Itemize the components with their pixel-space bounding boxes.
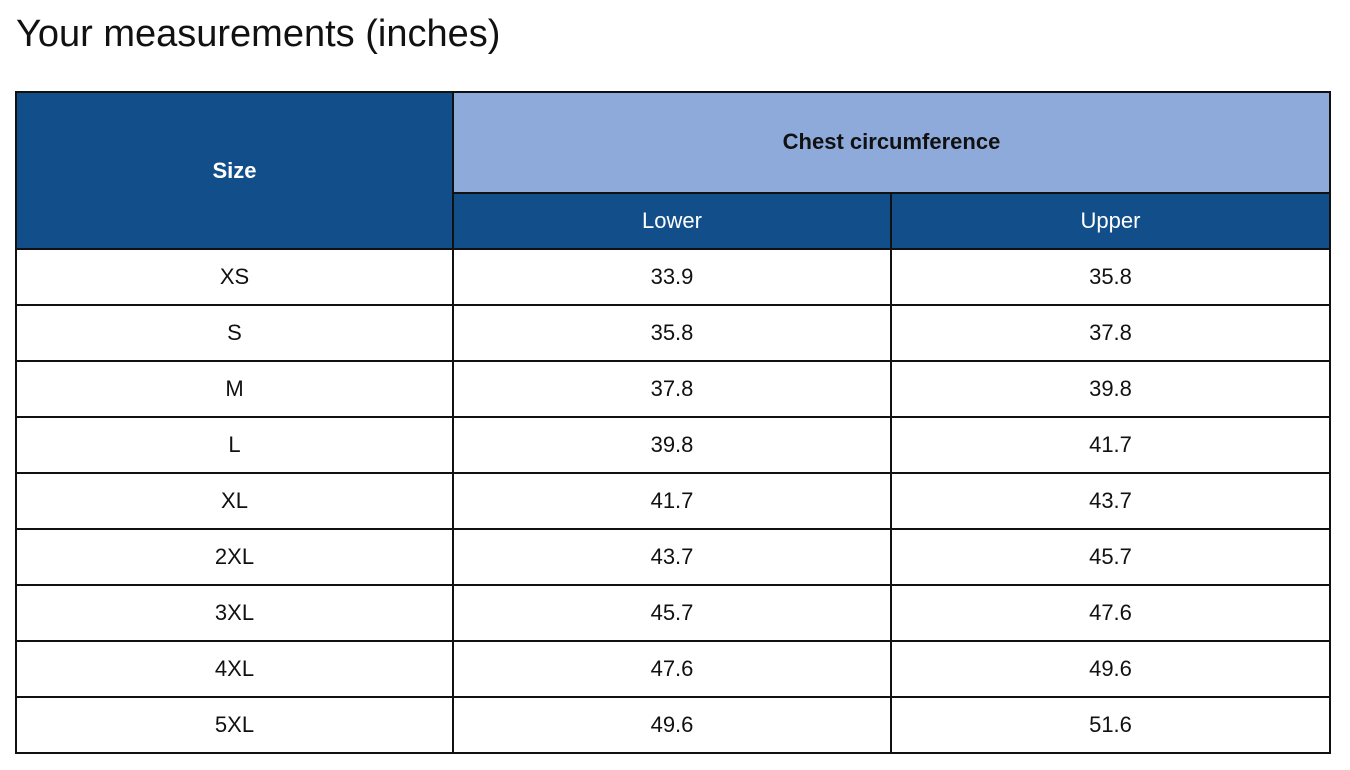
size-cell: S [15,304,454,362]
upper-cell: 47.6 [890,584,1331,642]
upper-column-header: Upper [890,191,1331,251]
table-row: L 39.8 41.7 [15,416,1331,474]
table-row: XL 41.7 43.7 [15,472,1331,530]
chest-circumference-header: Chest circumference [452,91,1331,194]
size-cell: 3XL [15,584,454,642]
table-row: 3XL 45.7 47.6 [15,584,1331,642]
upper-cell: 51.6 [890,696,1331,754]
size-chart-table: Size Chest circumference Lower Upper XS … [15,91,1331,754]
table-row: 5XL 49.6 51.6 [15,696,1331,754]
upper-cell: 49.6 [890,640,1331,698]
table-row: M 37.8 39.8 [15,360,1331,418]
lower-cell: 47.6 [452,640,892,698]
upper-cell: 35.8 [890,248,1331,306]
table-row: 4XL 47.6 49.6 [15,640,1331,698]
upper-cell: 39.8 [890,360,1331,418]
size-cell: M [15,360,454,418]
lower-cell: 49.6 [452,696,892,754]
table-row: 2XL 43.7 45.7 [15,528,1331,586]
size-cell: 2XL [15,528,454,586]
lower-cell: 35.8 [452,304,892,362]
lower-cell: 41.7 [452,472,892,530]
upper-cell: 37.8 [890,304,1331,362]
lower-column-header: Lower [452,191,892,251]
size-cell: 5XL [15,696,454,754]
lower-cell: 45.7 [452,584,892,642]
lower-cell: 33.9 [452,248,892,306]
upper-cell: 41.7 [890,416,1331,474]
upper-cell: 43.7 [890,472,1331,530]
size-column-header: Size [15,91,454,250]
lower-cell: 39.8 [452,416,892,474]
upper-cell: 45.7 [890,528,1331,586]
size-cell: XS [15,248,454,306]
lower-cell: 37.8 [452,360,892,418]
size-cell: XL [15,472,454,530]
page-title: Your measurements (inches) [16,13,501,55]
lower-cell: 43.7 [452,528,892,586]
table-row: S 35.8 37.8 [15,304,1331,362]
table-row: XS 33.9 35.8 [15,248,1331,306]
size-cell: L [15,416,454,474]
size-cell: 4XL [15,640,454,698]
